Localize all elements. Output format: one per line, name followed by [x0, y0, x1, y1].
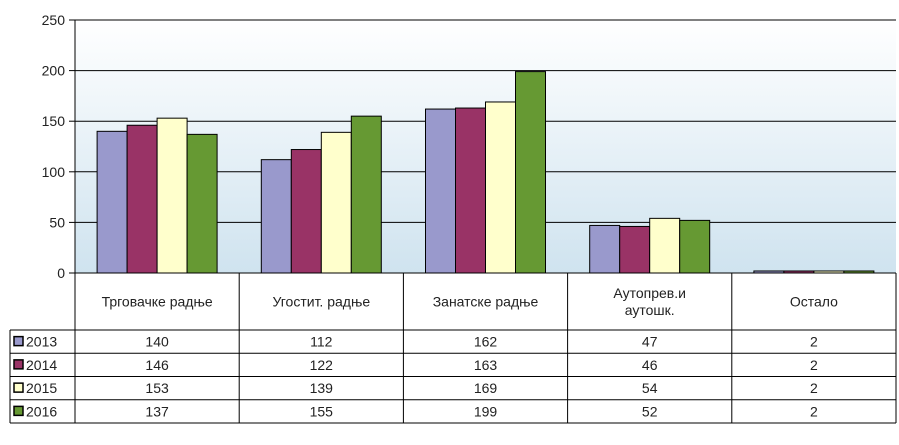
bar-2013-3 [589, 224, 621, 274]
data-table: Трговачке радње Угостит. радње Занатске ра… [9, 272, 897, 424]
table-cell: 112 [310, 334, 333, 350]
bar-2015-3 [649, 217, 681, 274]
legend-key-2016 [13, 405, 24, 417]
bar-2015-0 [156, 117, 188, 274]
legend-key-2015 [13, 382, 24, 393]
y-tick-label: 0 [57, 265, 65, 281]
table-cell: 199 [474, 403, 498, 419]
bar-2015-2 [485, 101, 516, 274]
legend-key-2013 [13, 335, 24, 347]
table-cell: 169 [474, 380, 498, 396]
table-cell: 46 [642, 357, 658, 373]
bar-2013-2 [425, 108, 456, 274]
legend-label: 2014 [26, 357, 57, 373]
table-cell: 146 [145, 357, 169, 373]
bar-2013-1 [260, 159, 292, 274]
table-cell: 163 [474, 357, 498, 373]
table-cell: 153 [145, 380, 169, 396]
category-label: Аутопрев.и [613, 285, 686, 301]
table-cell: 155 [310, 403, 334, 419]
table-cell: 52 [642, 403, 658, 419]
category-label: Остало [790, 294, 838, 310]
bars [96, 71, 875, 274]
legend-key-2014 [13, 359, 24, 370]
y-tick-label: 50 [49, 214, 65, 230]
bar-2014-3 [619, 225, 651, 274]
bar-2014-2 [455, 107, 486, 274]
bar-2015-1 [320, 131, 352, 274]
table-cell: 54 [642, 380, 658, 396]
bar-2014-0 [126, 124, 158, 274]
table-cell: 47 [642, 334, 658, 350]
table-cell: 122 [310, 357, 334, 373]
category-label: Трговачке радње [102, 294, 213, 310]
y-tick-label: 250 [42, 12, 66, 28]
bar-2016-1 [350, 115, 382, 274]
bar-2014-1 [290, 149, 322, 274]
category-label: Угостит. радње [272, 294, 370, 310]
table-cell: 2 [810, 403, 818, 419]
category-label: Занатске радње [433, 294, 539, 310]
bar-2013-0 [96, 130, 128, 274]
category-label: аутошк. [625, 302, 675, 318]
y-tick-label: 150 [42, 113, 66, 129]
table-cell: 2 [810, 380, 818, 396]
table-cell: 162 [474, 334, 498, 350]
bar-2016-3 [679, 219, 711, 274]
table-cell: 2 [810, 334, 818, 350]
table-cell: 2 [810, 357, 818, 373]
table-cell: 139 [310, 380, 334, 396]
y-axis: 0 50 100 150 200 250 [42, 12, 76, 281]
y-tick-label: 100 [42, 164, 66, 180]
table-cell: 140 [145, 334, 169, 350]
legend-label: 2016 [26, 403, 57, 419]
table-cell: 137 [145, 403, 169, 419]
legend-label: 2013 [26, 334, 57, 350]
bar-2016-2 [515, 71, 546, 274]
bar-2016-0 [186, 133, 218, 274]
y-tick-label: 200 [42, 63, 66, 79]
legend-label: 2015 [26, 380, 57, 396]
